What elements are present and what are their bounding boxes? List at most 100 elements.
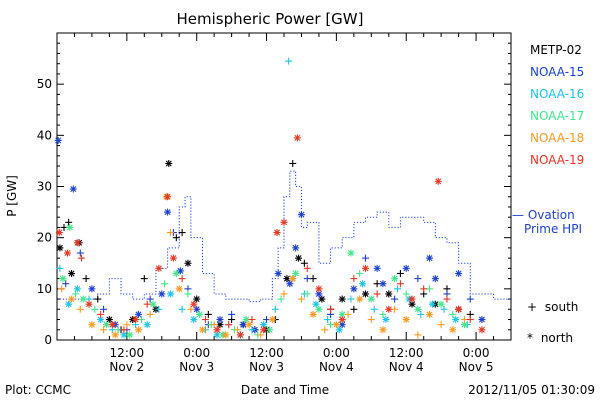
point-noaa-15-north [379, 280, 387, 288]
x-tick-label: Nov 3 [249, 360, 284, 374]
point-metp-02-south [178, 229, 186, 237]
point-noaa-18-south [414, 331, 422, 339]
point-noaa-19-south [443, 295, 451, 303]
point-metp-02-south [204, 310, 212, 318]
point-noaa-16-north [167, 290, 174, 298]
point-noaa-18-north [268, 316, 276, 324]
point-noaa-18-north [309, 310, 317, 318]
point-noaa-17-north [367, 295, 375, 303]
point-noaa-18-south [233, 326, 241, 334]
point-noaa-16-north [65, 300, 73, 308]
ovation-label-line1: — Ovation [512, 208, 575, 222]
point-noaa-18-south [187, 305, 195, 313]
point-noaa-19-north [190, 300, 198, 308]
point-noaa-15-north [292, 244, 300, 252]
point-noaa-19-south [201, 316, 209, 324]
chart-title: Hemispheric Power [GW] [177, 10, 364, 28]
point-noaa-18-south [167, 229, 174, 237]
point-noaa-18-south [437, 321, 445, 329]
point-noaa-19-south [225, 321, 233, 329]
point-noaa-19-north [213, 326, 221, 334]
point-noaa-17-north [437, 300, 445, 308]
x-tick-label: Nov 5 [459, 360, 494, 374]
point-noaa-19-north [108, 321, 116, 329]
point-noaa-19-north [478, 326, 486, 334]
point-noaa-16-north [428, 300, 436, 308]
point-noaa-17-south [277, 295, 285, 303]
point-noaa-17-north [126, 331, 134, 339]
point-noaa-18-north [426, 310, 434, 318]
point-noaa-18-north [356, 295, 364, 303]
legend-item-noaa-17: NOAA-17 [530, 109, 585, 123]
point-metp-02-north [338, 295, 346, 303]
point-metp-02-north [408, 300, 416, 308]
point-metp-02-north [385, 290, 393, 298]
point-noaa-15-north [239, 321, 247, 329]
x-tick-label: 12:00 [389, 346, 424, 360]
point-noaa-15-south [228, 310, 236, 318]
point-noaa-15-north [176, 267, 184, 275]
point-noaa-15-south [466, 295, 474, 303]
point-noaa-18-north [289, 275, 297, 283]
footer-left: Plot: CCMC [5, 383, 71, 397]
point-noaa-17-north [391, 275, 399, 283]
y-tick-label: 50 [37, 77, 52, 91]
ovation-label: — Ovation Prime HPI [512, 208, 582, 236]
point-noaa-19-north [361, 264, 369, 272]
point-noaa-15-north [88, 285, 96, 293]
legend-item-noaa-15: NOAA-15 [530, 65, 585, 79]
point-noaa-15-north [216, 316, 224, 324]
y-axis-label: P [GW] [5, 175, 19, 217]
point-noaa-18-north [68, 295, 76, 303]
y-tick-label: 20 [37, 231, 52, 245]
point-noaa-15-south [391, 295, 399, 303]
point-noaa-17-north [347, 249, 355, 257]
point-metp-02-north [68, 269, 76, 277]
point-noaa-18-south [280, 290, 288, 298]
point-noaa-19-north [455, 305, 463, 313]
point-noaa-15-north [350, 285, 358, 293]
x-tick-label: Nov 3 [179, 360, 214, 374]
point-noaa-18-north [449, 326, 457, 334]
point-noaa-19-north [293, 134, 301, 142]
point-noaa-15-north [164, 208, 172, 216]
point-noaa-19-north [155, 264, 163, 272]
point-noaa-18-north [111, 331, 119, 339]
point-noaa-16-south [324, 316, 332, 324]
point-noaa-15-south [303, 275, 311, 283]
y-tick-label: 10 [37, 282, 52, 296]
point-noaa-15-north [134, 310, 142, 318]
south-marker-icon: + [527, 300, 538, 314]
point-noaa-18-north [332, 321, 340, 329]
point-noaa-16-north [312, 300, 320, 308]
legend-item-noaa-16: NOAA-16 [530, 87, 585, 101]
point-noaa-18-south [76, 305, 84, 313]
point-noaa-17-north [315, 305, 323, 313]
point-noaa-19-north [73, 239, 81, 247]
point-noaa-19-north [280, 218, 288, 226]
point-noaa-15-north [54, 136, 62, 144]
ovation-hpi-line [59, 170, 511, 303]
point-noaa-19-north [55, 229, 63, 237]
point-noaa-18-south [210, 321, 218, 329]
point-noaa-16-north [359, 280, 367, 288]
north-label: north [540, 331, 574, 345]
point-noaa-16-south [440, 305, 448, 313]
point-noaa-15-north [158, 290, 166, 298]
point-noaa-18-south [297, 295, 305, 303]
point-noaa-17-south [72, 290, 80, 298]
point-metp-02-north [295, 254, 303, 262]
point-metp-02-south [350, 305, 358, 313]
footer-right: 2012/11/05 01:30:09 [468, 383, 595, 397]
point-noaa-16-north [382, 316, 390, 324]
data-points [54, 57, 486, 339]
point-noaa-19-south [373, 290, 381, 298]
point-noaa-18-south [58, 285, 66, 293]
point-noaa-19-north [408, 295, 416, 303]
point-metp-02-south [82, 275, 90, 283]
point-noaa-15-north [431, 275, 439, 283]
point-noaa-19-south [248, 316, 256, 324]
point-metp-02-south [94, 295, 102, 303]
point-noaa-15-south [361, 254, 369, 262]
